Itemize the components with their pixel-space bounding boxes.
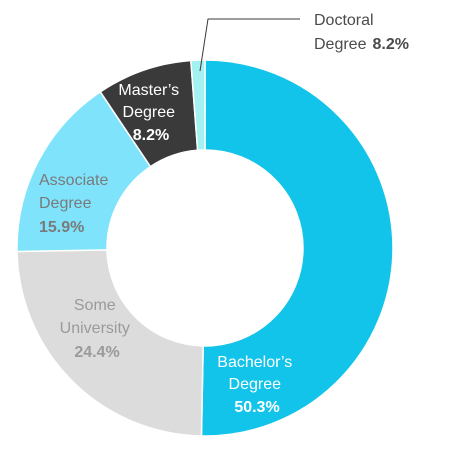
label-masters: Master’s Degree 8.2% xyxy=(118,82,183,144)
slice-doctoral-degree xyxy=(190,59,206,152)
slice-some-university xyxy=(16,249,204,437)
label-some-university: Some University 24.4% xyxy=(60,297,135,361)
label-doctoral: Doctoral Degree 8.2% xyxy=(314,12,409,53)
slice-associate-degree xyxy=(16,90,152,253)
doctoral-leader-line xyxy=(199,18,300,72)
donut-slices xyxy=(16,59,394,437)
label-associate: Associate Degree 15.9% xyxy=(39,172,113,236)
slice-bachelor-s-degree xyxy=(200,59,394,437)
label-bachelors: Bachelor’s Degree 50.3% xyxy=(217,354,296,416)
